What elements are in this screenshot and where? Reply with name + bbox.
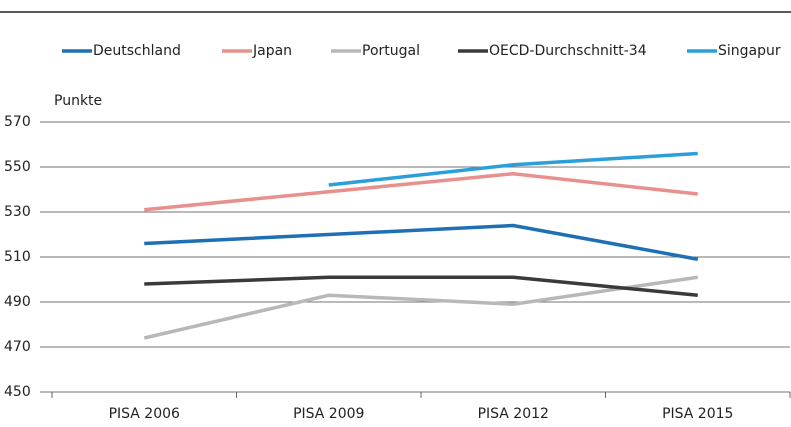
y-axis-label: Punkte — [54, 93, 102, 109]
y-tick-label: 530 — [4, 204, 31, 220]
y-tick-label: 550 — [4, 159, 31, 175]
x-tick-label: PISA 2012 — [478, 406, 549, 422]
legend-label: Deutschland — [93, 43, 181, 59]
x-tick-label: PISA 2015 — [662, 406, 733, 422]
series-line — [144, 223, 699, 261]
series-line — [144, 171, 698, 212]
y-tick-label: 450 — [4, 384, 31, 400]
legend-label: Portugal — [362, 43, 420, 59]
x-tick-label: PISA 2006 — [109, 406, 180, 422]
y-tick-label: 470 — [4, 339, 31, 355]
legend-label: Japan — [252, 43, 292, 59]
legend-label: Singapur — [718, 43, 781, 59]
y-tick-label: 490 — [4, 294, 31, 310]
x-tick-label: PISA 2009 — [293, 406, 364, 422]
legend-label: OECD-Durchschnitt-34 — [489, 43, 647, 59]
series-line — [143, 275, 699, 340]
series-line — [328, 151, 698, 187]
y-tick-label: 510 — [4, 249, 31, 265]
y-tick-label: 570 — [4, 114, 31, 130]
series-line — [144, 275, 698, 297]
